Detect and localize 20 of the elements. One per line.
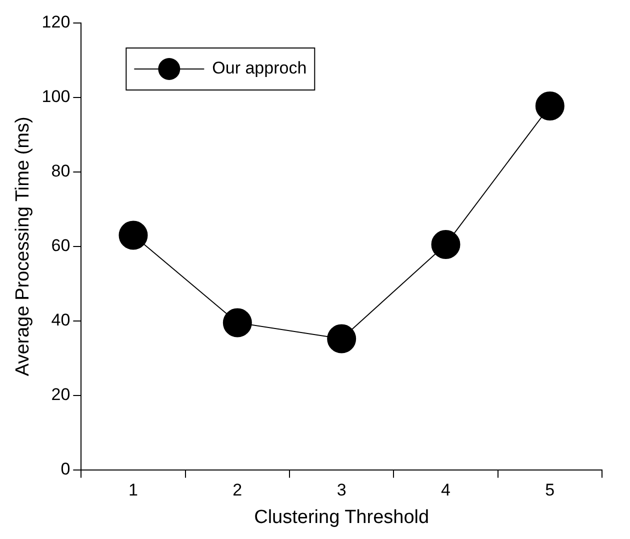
y-tick-label: 40	[51, 310, 70, 330]
y-tick-label: 0	[60, 459, 70, 478]
y-tick-label: 100	[42, 87, 70, 106]
point	[118, 220, 148, 250]
y-tick-label: 20	[51, 385, 70, 404]
point	[535, 92, 564, 121]
y-tick-label: 80	[51, 162, 70, 181]
point	[327, 324, 356, 354]
point	[222, 308, 252, 338]
y-tick-label: 60	[51, 236, 70, 256]
x-tick-label: 4	[441, 480, 450, 500]
legend-label: Our approch	[212, 58, 307, 78]
x-tick-label: 3	[336, 480, 346, 500]
point	[431, 230, 460, 260]
x-axis-title: Clustering Threshold	[254, 506, 430, 528]
y-axis-title: Average Processing Time (ms)	[12, 116, 34, 376]
x-tick-label: 2	[232, 480, 242, 500]
y-tick-label: 120	[42, 12, 70, 32]
x-tick-label: 5	[545, 480, 555, 500]
x-tick-label: 1	[128, 480, 138, 500]
